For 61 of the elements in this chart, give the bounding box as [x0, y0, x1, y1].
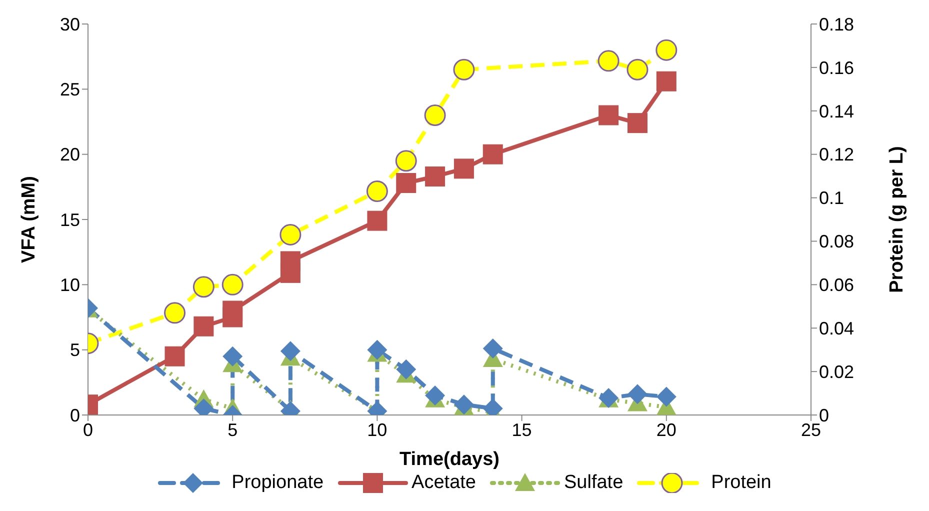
y2-tick-label: 0.04: [819, 318, 854, 338]
point: [656, 71, 676, 92]
y-tick-label: 30: [60, 14, 80, 34]
y-tick-label: 15: [60, 210, 80, 230]
x-tick-label: 10: [367, 420, 388, 440]
y-tick-label: 10: [60, 275, 80, 296]
point: [598, 105, 619, 126]
y2-tick-label: 0.1: [819, 188, 844, 208]
point: [656, 39, 678, 61]
y2-tick-label: 0.02: [819, 362, 854, 382]
point: [280, 251, 300, 272]
point: [222, 274, 244, 296]
y2-tick-label: 0.16: [819, 58, 854, 78]
y2-tick-label: 0.18: [819, 14, 854, 34]
point: [454, 158, 474, 179]
point: [222, 300, 243, 321]
legend-label: Acetate: [412, 472, 476, 494]
point: [453, 58, 475, 80]
x-tick-label: 5: [228, 420, 238, 440]
y2-tick-label: 0: [819, 405, 830, 426]
y-tick-label: 5: [70, 340, 80, 360]
y2-tick-label: 0.08: [819, 232, 854, 252]
point: [627, 384, 648, 404]
point: [396, 359, 416, 380]
y2-tick-label: 0.12: [819, 144, 854, 165]
legend-label: Protein: [711, 472, 772, 494]
legend-label: Propionate: [232, 472, 324, 494]
legend-label: Sulfate: [564, 472, 624, 494]
point: [222, 346, 243, 366]
y-axis-title: VFA (mM): [18, 176, 40, 263]
x-tick-label: 15: [512, 420, 532, 440]
point: [192, 276, 214, 298]
x-axis-title: Time(days): [400, 449, 500, 470]
point: [366, 180, 388, 202]
point: [425, 385, 446, 406]
y-tick-label: 20: [60, 144, 80, 165]
point: [627, 113, 648, 134]
point: [280, 341, 300, 362]
x-tick-label: 25: [800, 420, 822, 440]
point: [482, 338, 503, 359]
y2-tick-label: 0.06: [819, 275, 854, 296]
point: [396, 173, 416, 194]
point: [598, 50, 620, 72]
point: [395, 150, 417, 172]
point: [164, 346, 185, 366]
point: [164, 302, 186, 324]
point: [425, 166, 446, 186]
x-tick-label: 0: [82, 420, 94, 440]
x-tick-label: 20: [656, 420, 676, 440]
point: [482, 144, 503, 164]
point: [656, 386, 676, 407]
y-tick-label: 25: [60, 80, 80, 100]
point: [367, 210, 388, 231]
y2-axis-title: Protein (g per L): [886, 146, 908, 293]
y2-tick-label: 0.14: [819, 101, 854, 122]
point: [194, 316, 214, 336]
point: [424, 104, 446, 126]
point: [626, 58, 648, 80]
y-tick-label: 0: [70, 405, 80, 426]
point: [367, 340, 388, 360]
point: [280, 224, 302, 246]
